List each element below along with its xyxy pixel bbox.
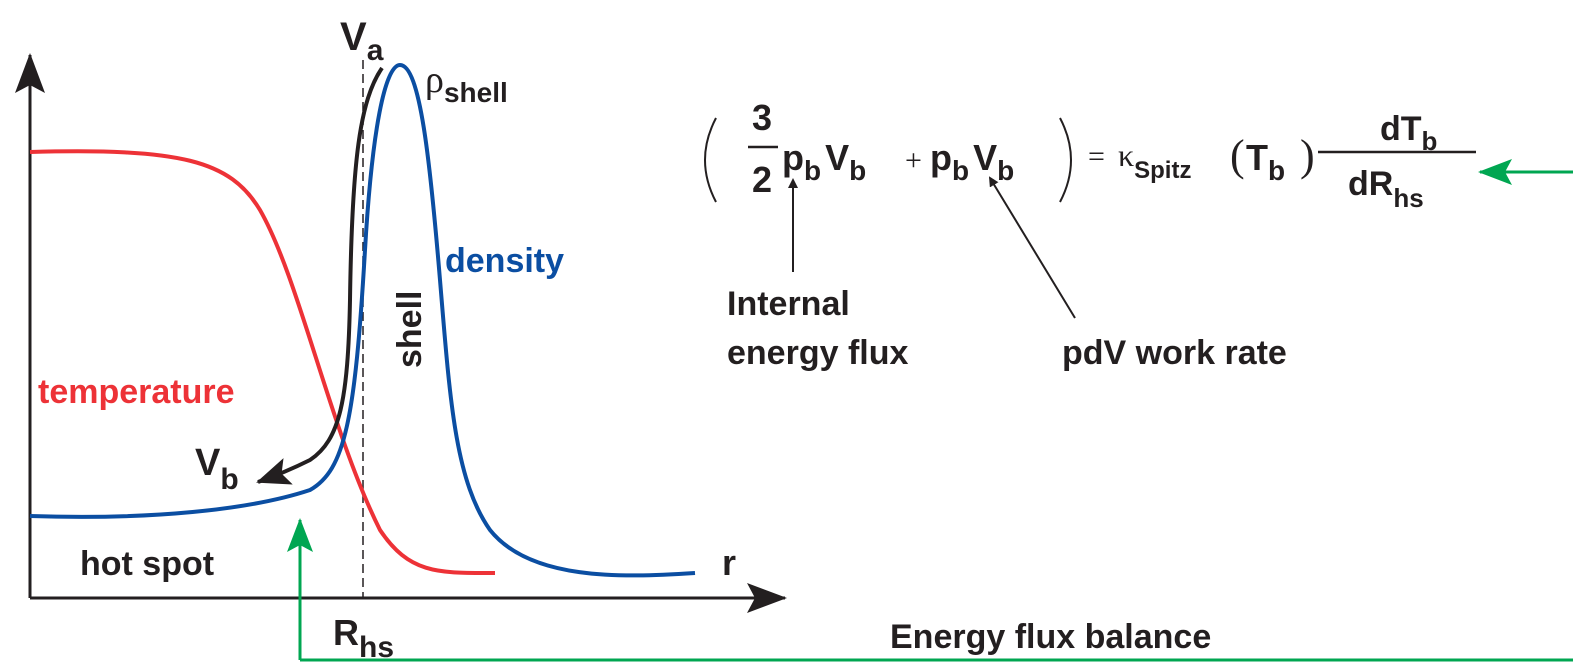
- pdv-label: pdV work rate: [1062, 334, 1287, 372]
- eq-term1: pb Vb: [782, 137, 866, 186]
- eq-arg: Tb: [1246, 137, 1285, 186]
- caption: Energy flux balance: [890, 618, 1211, 656]
- vb-label: Vb: [195, 442, 239, 496]
- internal-label: energy flux: [727, 334, 908, 372]
- density-label: density: [445, 242, 564, 280]
- eq-kappa: κSpitz: [1118, 137, 1191, 184]
- paren: ): [1300, 131, 1315, 180]
- hot-spot-label: hot spot: [80, 545, 214, 583]
- eq-numerator: 3: [752, 97, 772, 138]
- eq-plus: +: [905, 144, 922, 177]
- eq-d-num: dTb: [1380, 110, 1437, 156]
- annotation-arrow: [988, 176, 1076, 319]
- rhs-label: Rhs: [333, 612, 394, 664]
- shell-motion-arrow: [256, 66, 384, 485]
- va-label: Va: [340, 15, 384, 67]
- temperature-curve: [29, 149, 496, 576]
- temperature-label: temperature: [38, 373, 235, 411]
- paren: [704, 117, 717, 203]
- eq-equals: =: [1088, 140, 1105, 173]
- shell-label: shell: [391, 291, 429, 368]
- rho-shell-label: ρshell: [425, 59, 508, 108]
- internal-label: Internal: [727, 285, 850, 323]
- eq-denominator: 2: [752, 159, 772, 200]
- r-axis-label: r: [722, 542, 736, 583]
- eq-d-den: dRhs: [1348, 165, 1424, 213]
- paren: (: [1230, 131, 1245, 180]
- paren: [1059, 117, 1072, 203]
- eq-term2: pb Vb: [930, 137, 1014, 186]
- density-curve: [29, 62, 696, 578]
